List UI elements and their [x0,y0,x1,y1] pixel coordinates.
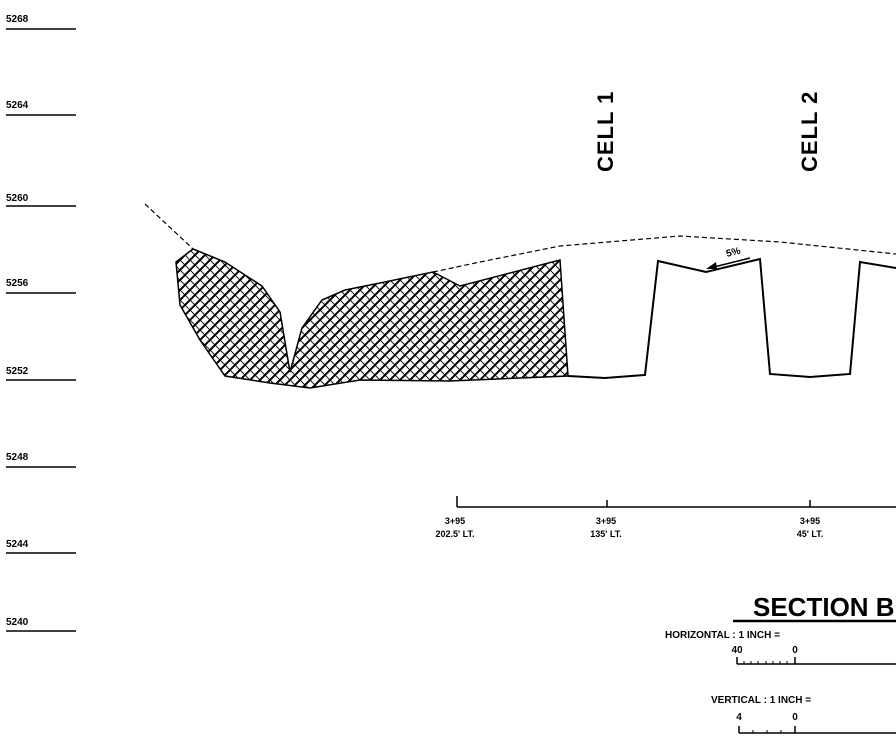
elevation-mark: 5264 [6,100,76,116]
vertical-scale-label: VERTICAL : 1 INCH = [711,695,811,706]
elevation-mark: 5248 [6,452,76,468]
elevation-label: 5240 [6,617,29,628]
elevation-axis: 5268 5264 5260 5256 5252 5248 5244 5240 [6,14,76,632]
elevation-label: 5244 [6,539,29,550]
horizontal-scale-tick: 40 [731,645,743,656]
existing-ground-line [144,203,896,273]
elevation-mark: 5240 [6,617,76,632]
vertical-scale-tick: 4 [736,712,742,723]
cell-excavation-profile [567,257,896,380]
elevation-mark: 5252 [6,366,76,381]
slope-arrow [706,257,751,269]
station-offset: 202.5' LT. [436,529,475,539]
cell-2-label: CELL 2 [797,91,822,172]
vertical-scale-tick: 0 [792,712,798,723]
hatched-fill-area [175,248,569,389]
elevation-label: 5268 [6,14,29,25]
horizontal-scale-bar: 40 0 [731,645,896,665]
slope-label: 5% [725,246,742,260]
elevation-label: 5260 [6,193,29,204]
section-title: SECTION B [753,592,895,622]
station-label: 3+95 [445,516,465,526]
vertical-scale-bar: 4 0 [736,712,896,734]
elevation-label: 5264 [6,100,29,111]
horizontal-scale-label: HORIZONTAL : 1 INCH = [665,630,780,641]
elevation-label: 5248 [6,452,29,463]
station-baseline: 3+95 202.5' LT. 3+95 135' LT. 3+95 45' L… [436,496,896,539]
cell-1-label: CELL 1 [593,91,618,172]
elevation-mark: 5256 [6,278,76,294]
horizontal-scale-tick: 0 [792,645,798,656]
station-offset: 135' LT. [590,529,622,539]
elevation-mark: 5268 [6,14,76,30]
station-label: 3+95 [800,516,820,526]
elevation-mark: 5244 [6,539,76,554]
elevation-mark: 5260 [6,193,76,207]
station-offset: 45' LT. [797,529,823,539]
station-label: 3+95 [596,516,616,526]
elevation-label: 5252 [6,366,29,377]
elevation-label: 5256 [6,278,29,289]
